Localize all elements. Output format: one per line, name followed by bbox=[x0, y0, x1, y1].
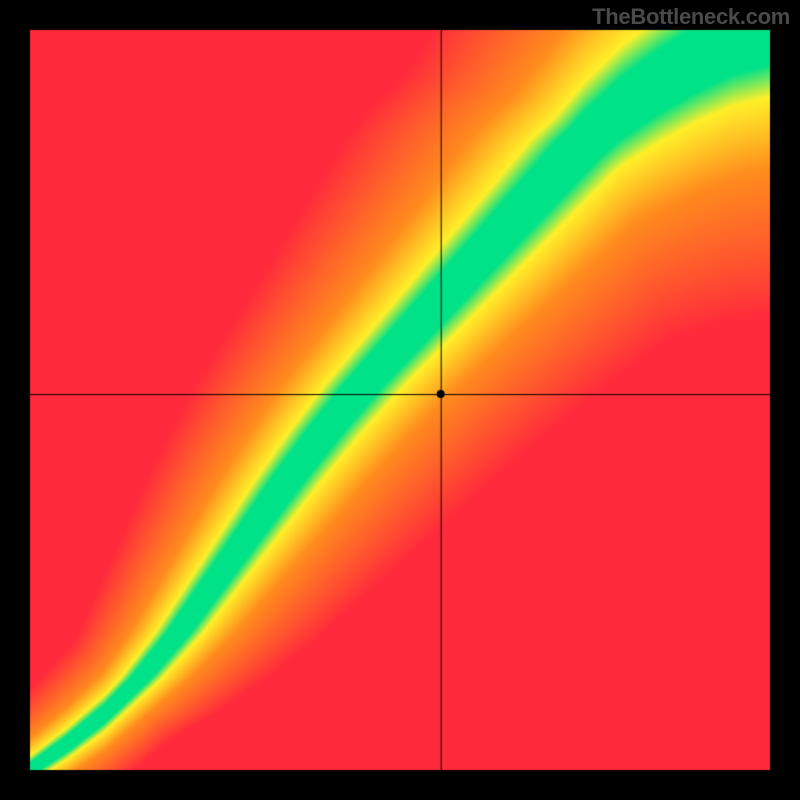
watermark-text: TheBottleneck.com bbox=[592, 4, 790, 30]
heatmap-canvas bbox=[0, 0, 800, 800]
bottleneck-chart: TheBottleneck.com bbox=[0, 0, 800, 800]
